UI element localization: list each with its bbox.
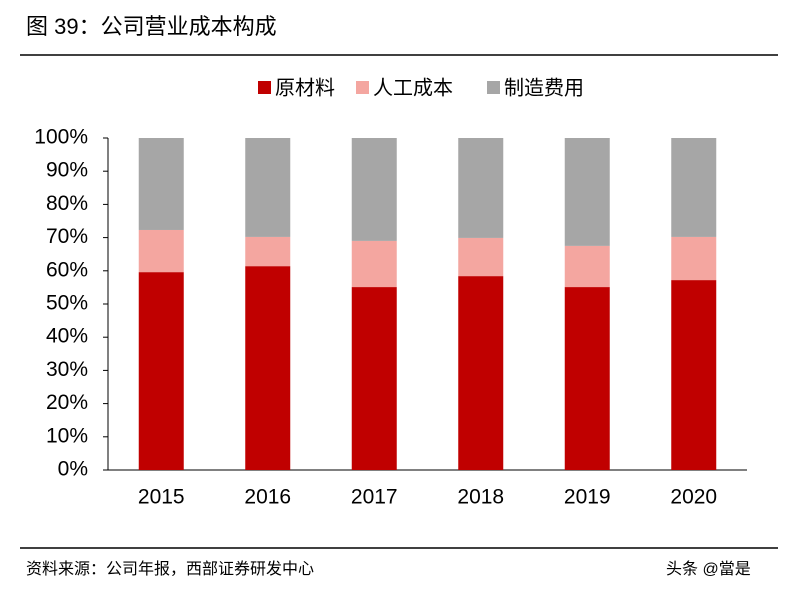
watermark: 头条 @當是 bbox=[666, 560, 751, 578]
bar-segment bbox=[138, 272, 184, 470]
y-tick-label: 0% bbox=[58, 458, 88, 481]
y-tick-label: 10% bbox=[46, 424, 88, 447]
bar-segment bbox=[138, 229, 184, 273]
y-tick-label: 40% bbox=[46, 325, 88, 348]
x-tick-label: 2017 bbox=[351, 486, 398, 509]
y-tick-label: 80% bbox=[46, 192, 88, 215]
legend-label: 制造费用 bbox=[504, 76, 584, 99]
legend-swatch bbox=[258, 81, 271, 94]
x-tick-label: 2018 bbox=[457, 486, 504, 509]
legend-label: 人工成本 bbox=[373, 76, 453, 99]
y-tick-label: 60% bbox=[46, 258, 88, 281]
x-tick-label: 2019 bbox=[564, 486, 611, 509]
legend-swatch bbox=[487, 81, 500, 94]
bar-segment bbox=[671, 138, 717, 237]
x-tick-label: 2015 bbox=[138, 486, 185, 509]
bar-segment bbox=[245, 138, 291, 237]
bar-segment bbox=[458, 237, 504, 277]
legend-label: 原材料 bbox=[275, 76, 335, 99]
bar-segment bbox=[245, 266, 291, 470]
bar-segment bbox=[245, 236, 291, 267]
legend-swatch bbox=[356, 81, 369, 94]
bar-segment bbox=[671, 236, 717, 281]
y-tick-label: 90% bbox=[46, 159, 88, 182]
x-tick-label: 2020 bbox=[670, 486, 717, 509]
bar-segment bbox=[564, 287, 610, 470]
bar-segment bbox=[351, 138, 397, 241]
y-tick-label: 50% bbox=[46, 292, 88, 315]
source-note: 资料来源：公司年报，西部证券研发中心 bbox=[26, 560, 314, 578]
bar-segment bbox=[138, 138, 184, 230]
y-tick-label: 30% bbox=[46, 358, 88, 381]
y-tick-label: 100% bbox=[34, 126, 88, 149]
bar-segment bbox=[351, 287, 397, 470]
y-tick-label: 20% bbox=[46, 391, 88, 414]
bar-segment bbox=[564, 245, 610, 288]
bar-segment bbox=[671, 280, 717, 470]
x-tick-label: 2016 bbox=[244, 486, 291, 509]
y-tick-label: 70% bbox=[46, 225, 88, 248]
chart-title: 图 39：公司营业成本构成 bbox=[26, 14, 277, 39]
bar-segment bbox=[458, 276, 504, 470]
bar-segment bbox=[351, 240, 397, 288]
bar-segment bbox=[564, 138, 610, 246]
bar-segment bbox=[458, 138, 504, 238]
